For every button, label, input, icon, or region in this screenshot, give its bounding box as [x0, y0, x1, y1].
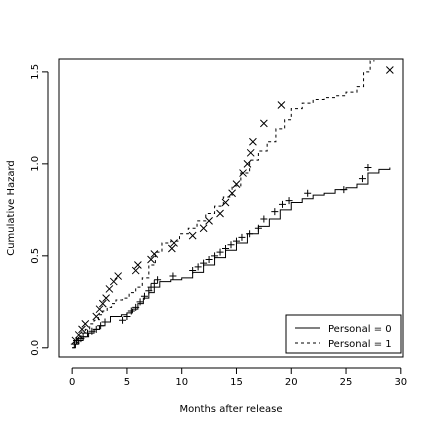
censor-marker-personal-0 [278, 200, 286, 208]
censor-marker-personal-0 [119, 316, 127, 324]
censor-marker-personal-1 [170, 239, 178, 247]
censor-marker-personal-1 [188, 231, 197, 240]
x-axis-label: Months after release [179, 404, 282, 415]
censor-marker-personal-1 [221, 198, 230, 207]
censor-marker-personal-1 [81, 320, 90, 328]
censor-marker-personal-0 [92, 325, 100, 333]
censor-marker-personal-1 [78, 325, 86, 334]
x-tick-label: 10 [175, 377, 188, 388]
censor-marker-personal-0 [140, 292, 148, 300]
censor-marker-personal-1 [109, 277, 118, 286]
censor-marker-personal-1 [246, 148, 255, 157]
censor-marker-personal-1 [199, 224, 208, 233]
censor-marker-personal-1 [249, 137, 257, 146]
censor-marker-personal-1 [95, 305, 104, 314]
plot-frame [58, 58, 404, 358]
legend-label-personal-0: Personal = 0 [328, 324, 392, 335]
censor-marker-personal-0 [132, 303, 140, 311]
censor-marker-personal-0 [340, 186, 348, 194]
x-tick-label: 30 [394, 377, 407, 388]
y-tick-label: 0.0 [30, 340, 41, 356]
censor-marker-personal-1 [134, 261, 142, 269]
censor-marker-personal-0 [254, 224, 262, 232]
censor-marker-personal-0 [260, 215, 268, 223]
censor-marker-personal-1 [102, 294, 110, 302]
censor-marker-personal-1 [277, 101, 286, 109]
censor-marker-personal-0 [154, 276, 162, 284]
censor-marker-personal-1 [205, 217, 213, 225]
censor-marker-personal-0 [358, 175, 366, 183]
x-tick-label: 15 [230, 377, 243, 388]
censor-marker-personal-0 [238, 233, 246, 241]
y-axis-label: Cumulative Hazard [6, 160, 17, 256]
censor-marker-personal-0 [364, 164, 372, 172]
censor-marker-personal-1 [167, 244, 176, 253]
censor-marker-personal-0 [147, 283, 155, 291]
censor-marker-personal-1 [243, 159, 252, 168]
censor-marker-personal-1 [131, 266, 140, 275]
legend: Personal = 0 Personal = 1 [285, 314, 402, 354]
censor-marker-personal-0 [127, 307, 135, 315]
censor-marker-personal-0 [304, 189, 312, 197]
censor-marker-personal-0 [145, 287, 153, 295]
censor-marker-personal-1 [232, 180, 241, 188]
censor-marker-personal-0 [216, 248, 224, 256]
censor-marker-personal-0 [222, 244, 230, 252]
censor-marker-personal-0 [232, 237, 240, 245]
x-tick-label: 0 [69, 377, 75, 388]
censor-marker-personal-0 [88, 327, 96, 335]
y-tick-label: 0.5 [30, 248, 41, 264]
y-axis: 0.0 0.5 1.0 1.5 [30, 64, 49, 356]
censor-marker-personal-0 [101, 318, 109, 326]
censor-marker-personal-0 [285, 197, 293, 205]
x-tick-label: 20 [285, 377, 298, 388]
censor-marker-personal-1 [71, 336, 80, 345]
x-tick-label: 5 [124, 377, 130, 388]
censor-marker-personal-0 [211, 252, 219, 260]
legend-label-personal-1: Personal = 1 [328, 339, 392, 350]
censor-marker-personal-1 [114, 272, 123, 280]
censor-marker-personal-0 [189, 267, 197, 275]
censor-marker-personal-1 [105, 285, 114, 293]
censor-marker-personal-0 [169, 272, 177, 280]
censor-marker-personal-0 [271, 208, 279, 216]
censor-marker-personal-1 [239, 169, 247, 177]
censor-marker-personal-1 [74, 331, 83, 339]
censor-marker-personal-1 [150, 250, 159, 258]
censor-marker-personal-1 [98, 299, 107, 308]
censor-marker-personal-1 [228, 189, 236, 198]
censor-marker-personal-0 [205, 256, 213, 264]
x-tick-label: 25 [340, 377, 353, 388]
marker-layer [70, 66, 394, 348]
legend-box [285, 314, 402, 354]
censor-marker-personal-0 [227, 241, 235, 249]
x-axis: 0 5 10 15 20 25 30 [69, 367, 407, 388]
censor-marker-personal-1 [386, 66, 394, 74]
censor-marker-personal-1 [92, 312, 101, 321]
censor-marker-personal-1 [147, 255, 155, 264]
censor-marker-personal-1 [216, 209, 224, 218]
censor-marker-personal-0 [200, 259, 208, 267]
censor-marker-personal-1 [260, 119, 268, 128]
censor-marker-personal-0 [246, 230, 254, 238]
y-tick-label: 1.5 [30, 64, 41, 80]
censor-marker-personal-0 [150, 279, 158, 287]
censor-marker-personal-0 [194, 263, 202, 271]
y-tick-label: 1.0 [30, 156, 41, 172]
censor-marker-personal-0 [136, 298, 144, 306]
censor-marker-personal-0 [97, 322, 105, 330]
censor-marker-personal-0 [123, 313, 131, 321]
series-line-personal-1 [72, 60, 375, 349]
series-layer [72, 60, 391, 349]
